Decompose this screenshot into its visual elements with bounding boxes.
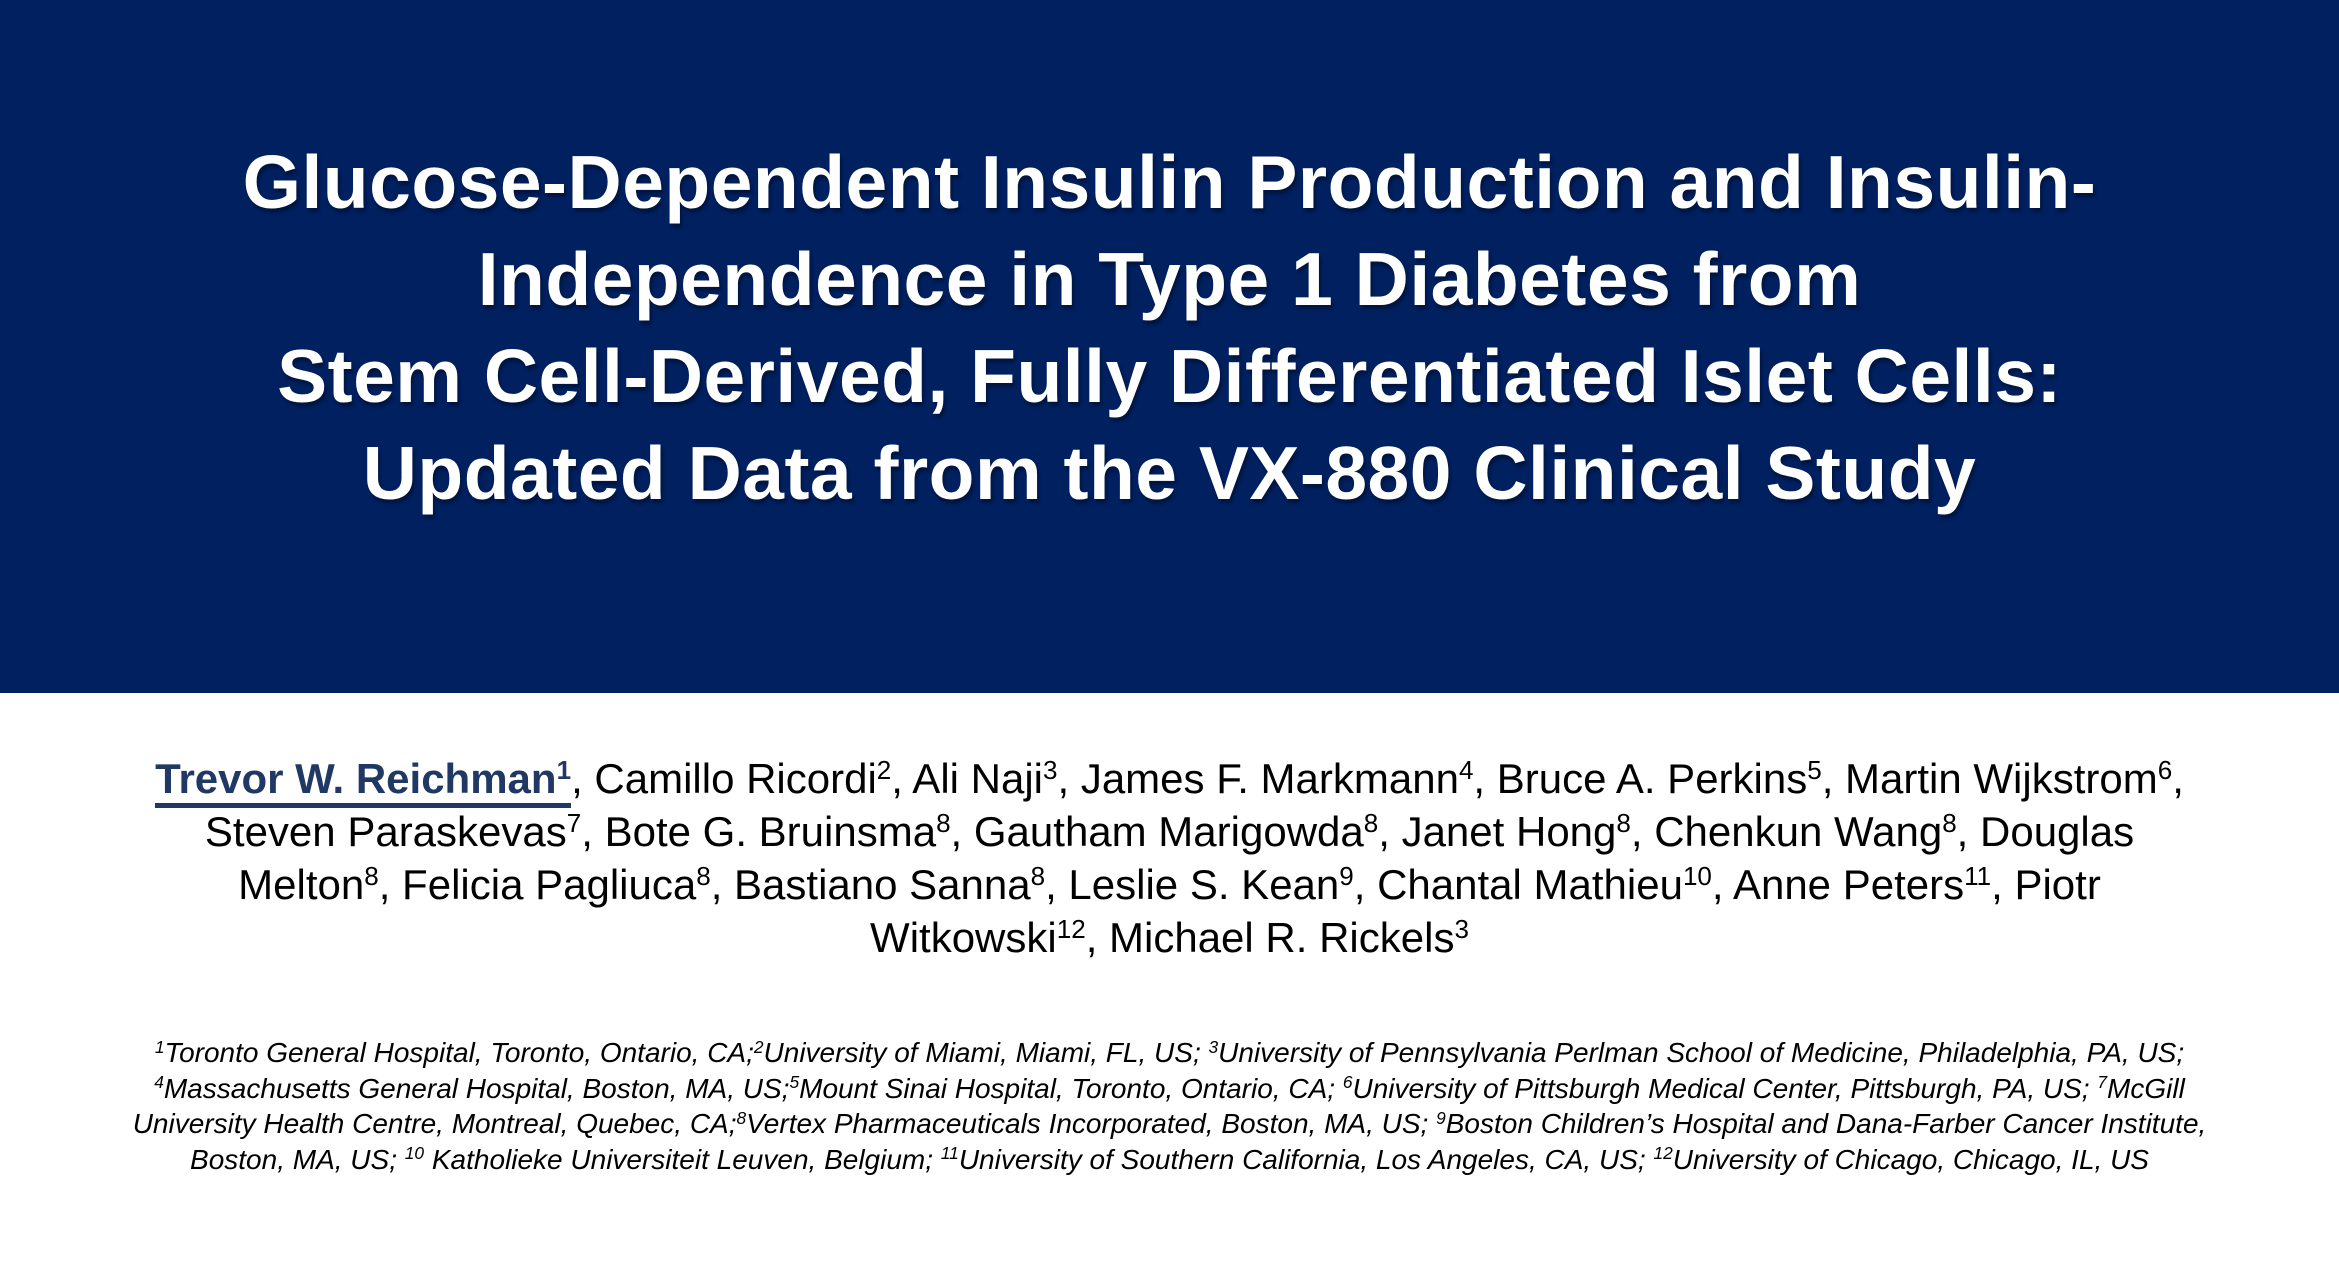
slide-title-line: Updated Data from the VX-880 Clinical St… <box>362 431 1977 515</box>
affiliation-entry: 1Toronto General Hospital, Toronto, Onta… <box>154 1036 754 1068</box>
author-superscript: 10 <box>1682 861 1712 892</box>
affiliations: 1Toronto General Hospital, Toronto, Onta… <box>0 1035 2339 1177</box>
slide-title-line: Glucose-Dependent Insulin Production and… <box>242 140 2097 224</box>
author-name: , Anne Peters11 <box>1711 861 1992 908</box>
author-name: , <box>2172 755 2184 802</box>
author-superscript: 8 <box>936 808 951 839</box>
author-name: Steven Paraskevas7 <box>204 808 582 855</box>
author-name: , Leslie S. Kean9 <box>1045 861 1354 908</box>
affiliation-superscript: 3 <box>1208 1036 1219 1057</box>
affiliation-superscript: 10 <box>404 1143 425 1164</box>
lead-author-link[interactable]: Trevor W. Reichman1 <box>155 755 572 808</box>
author-superscript: 6 <box>2157 755 2173 786</box>
author-name: , Chenkun Wang8 <box>1630 808 1957 855</box>
author-name: , Camillo Ricordi2 <box>571 755 892 802</box>
affiliation-superscript: 5 <box>789 1072 800 1093</box>
affiliation-superscript: 7 <box>2097 1072 2108 1093</box>
title-banner: Glucose-Dependent Insulin Production and… <box>0 0 2339 693</box>
author-line: Steven Paraskevas7, Bote G. Bruinsma8, G… <box>0 805 2339 858</box>
affiliation-entry: 10 Katholieke Universiteit Leuven, Belgi… <box>404 1143 941 1175</box>
author-superscript: 8 <box>1616 808 1631 839</box>
author-name: , Gautham Marigowda8 <box>950 808 1379 855</box>
affiliation-entry: University Health Centre, Montreal, Queb… <box>132 1108 737 1139</box>
affiliation-entry: 3University of Pennsylvania Perlman Scho… <box>1208 1036 2185 1068</box>
affiliation-superscript: 12 <box>1653 1143 1673 1164</box>
affiliation-superscript: 9 <box>1436 1107 1446 1128</box>
affiliation-entry: 7McGill <box>2097 1072 2185 1104</box>
author-superscript: 8 <box>1942 808 1957 839</box>
affiliation-superscript: 6 <box>1342 1072 1353 1093</box>
affiliation-entry: 5Mount Sinai Hospital, Toronto, Ontario,… <box>789 1072 1343 1104</box>
affiliation-entry: Boston, MA, US; <box>190 1143 405 1175</box>
affiliation-entry: 4Massachusetts General Hospital, Boston,… <box>154 1072 790 1104</box>
affiliation-superscript: 2 <box>753 1036 764 1057</box>
affiliation-entry: 6University of Pittsburgh Medical Center… <box>1342 1072 2098 1104</box>
affiliation-entry: 11University of Southern California, Los… <box>940 1143 1654 1175</box>
author-name: , Bastiano Sanna8 <box>710 861 1046 908</box>
author-superscript: 3 <box>1454 914 1469 945</box>
author-line: Witkowski12, Michael R. Rickels3 <box>0 911 2339 964</box>
author-name: Melton8 <box>238 861 379 908</box>
author-superscript: 8 <box>1363 808 1379 839</box>
author-name: , Bote G. Bruinsma8 <box>581 808 951 855</box>
author-name: Witkowski12 <box>870 914 1086 961</box>
author-line: Melton8, Felicia Pagliuca8, Bastiano San… <box>0 858 2339 911</box>
author-name: , Bruce A. Perkins5 <box>1473 755 1822 802</box>
affiliation-superscript: 4 <box>154 1072 164 1093</box>
author-superscript: 9 <box>1339 861 1354 892</box>
affiliation-line: 4Massachusetts General Hospital, Boston,… <box>0 1071 2339 1107</box>
author-superscript: 5 <box>1807 755 1822 786</box>
author-name: , Douglas <box>1956 808 2135 855</box>
author-name: , Michael R. Rickels3 <box>1085 914 1469 961</box>
affiliation-line: Boston, MA, US; 10 Katholieke Universite… <box>0 1142 2339 1178</box>
author-superscript: 11 <box>1964 861 1992 892</box>
affiliation-entry: 8Vertex Pharmaceuticals Incorporated, Bo… <box>736 1107 1437 1139</box>
author-superscript: 12 <box>1056 914 1086 945</box>
author-name: , James F. Markmann4 <box>1057 755 1474 802</box>
author-superscript: 1 <box>556 755 572 786</box>
author-name: , Martin Wijkstrom6 <box>1821 755 2173 802</box>
author-name: , Felicia Pagliuca8 <box>378 861 711 908</box>
author-superscript: 8 <box>696 861 711 892</box>
author-superscript: 2 <box>876 755 892 786</box>
author-name: , Janet Hong8 <box>1378 808 1631 855</box>
slide-title-line: Stem Cell-Derived, Fully Differentiated … <box>277 334 2062 418</box>
author-name: , Piotr <box>1991 861 2101 908</box>
author-superscript: 7 <box>566 808 582 839</box>
affiliation-line: 1Toronto General Hospital, Toronto, Onta… <box>0 1035 2339 1071</box>
affiliation-entry: 2University of Miami, Miami, FL, US; <box>753 1036 1209 1068</box>
author-superscript: 8 <box>1030 861 1046 892</box>
affiliation-entry: 9Boston Children’s Hospital and Dana-Far… <box>1436 1107 2207 1139</box>
author-superscript: 8 <box>364 861 379 892</box>
author-name: , Ali Naji3 <box>891 755 1058 802</box>
author-line: Trevor W. Reichman1, Camillo Ricordi2, A… <box>0 752 2339 808</box>
affiliation-superscript: 8 <box>736 1107 747 1128</box>
author-superscript: 3 <box>1043 755 1058 786</box>
slide-title: Glucose-Dependent Insulin Production and… <box>0 134 2339 522</box>
author-name: , Chantal Mathieu10 <box>1353 861 1712 908</box>
affiliation-entry: 12University of Chicago, Chicago, IL, US <box>1653 1143 2149 1175</box>
affiliation-line: University Health Centre, Montreal, Queb… <box>0 1106 2339 1142</box>
affiliation-superscript: 11 <box>940 1143 959 1164</box>
slide-title-line: Independence in Type 1 Diabetes from <box>477 237 1862 321</box>
author-list: Trevor W. Reichman1, Camillo Ricordi2, A… <box>0 752 2339 964</box>
affiliation-superscript: 1 <box>154 1036 165 1057</box>
author-superscript: 4 <box>1458 755 1474 786</box>
